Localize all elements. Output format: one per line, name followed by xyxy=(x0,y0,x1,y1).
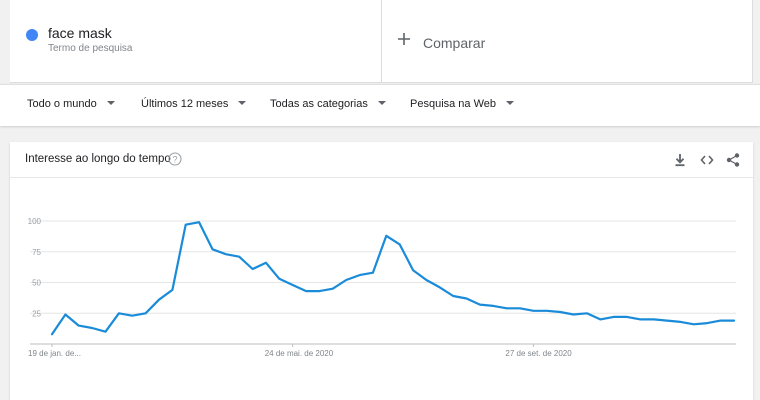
data-point xyxy=(344,278,348,282)
interest-line-chart: 25 50 75 100 19 de jan. de... 24 de mai. de 2… xyxy=(28,217,736,358)
term-name[interactable]: face mask xyxy=(48,25,112,41)
data-point xyxy=(692,322,696,326)
filter-search-type[interactable]: Pesquisa na Web xyxy=(410,98,515,110)
data-point xyxy=(237,255,241,259)
data-point xyxy=(465,296,469,300)
data-point xyxy=(679,320,683,324)
data-point xyxy=(224,252,228,256)
data-point xyxy=(478,303,482,307)
term-subtitle: Termo de pesquisa xyxy=(48,43,133,54)
data-point xyxy=(50,332,54,336)
data-point xyxy=(384,234,388,238)
filter-bar: Todo o mundo Últimos 12 meses Todas as c… xyxy=(0,84,760,126)
x-tick-label: 19 de jan. de... xyxy=(28,349,81,358)
filter-time[interactable]: Últimos 12 meses xyxy=(141,98,247,110)
interest-over-time-card: Interesse ao longo do tempo ? 25 50 75 100 1… xyxy=(10,142,753,400)
x-tick-label: 24 de mai. de 2020 xyxy=(265,349,334,358)
data-point xyxy=(732,319,736,323)
series-line xyxy=(50,221,736,336)
data-point xyxy=(652,317,656,321)
data-point xyxy=(157,298,161,302)
data-point xyxy=(264,261,268,265)
data-point xyxy=(719,319,723,323)
chevron-down-icon xyxy=(377,101,386,106)
chevron-down-icon xyxy=(506,101,515,106)
data-point xyxy=(625,315,629,319)
embed-icon[interactable] xyxy=(699,152,715,168)
card-header: Interesse ao longo do tempo ? xyxy=(10,142,753,178)
search-terms-bar: face mask Termo de pesquisa Comparar xyxy=(0,0,760,84)
data-point xyxy=(90,326,94,330)
data-point xyxy=(291,283,295,287)
data-point xyxy=(317,289,321,293)
filter-region-label: Todo o mundo xyxy=(27,98,97,110)
data-point xyxy=(358,273,362,277)
data-point xyxy=(598,317,602,321)
filter-category-label: Todas as categorias xyxy=(270,98,368,110)
data-point xyxy=(451,294,455,298)
plus-icon xyxy=(398,33,410,45)
filter-category[interactable]: Todas as categorias xyxy=(270,98,386,110)
data-point xyxy=(144,311,148,315)
data-point xyxy=(705,321,709,325)
help-icon[interactable]: ? xyxy=(168,152,182,166)
data-point xyxy=(398,242,402,246)
compare-label: Comparar xyxy=(423,35,486,51)
data-point xyxy=(438,285,442,289)
data-point xyxy=(518,306,522,310)
data-point xyxy=(572,312,576,316)
data-point xyxy=(103,330,107,334)
chevron-down-icon xyxy=(238,101,247,106)
data-point xyxy=(612,315,616,319)
filter-region[interactable]: Todo o mundo xyxy=(27,98,115,110)
x-tick-label: 27 de set. de 2020 xyxy=(505,349,572,358)
share-icon[interactable] xyxy=(725,152,741,168)
compare-button[interactable]: Comparar xyxy=(382,0,753,83)
data-point xyxy=(585,311,589,315)
filter-time-label: Últimos 12 meses xyxy=(141,98,229,110)
y-tick-label: 75 xyxy=(32,248,41,257)
data-point xyxy=(331,287,335,291)
download-icon[interactable] xyxy=(672,152,688,168)
data-point xyxy=(210,247,214,251)
y-tick-label: 50 xyxy=(32,279,41,288)
y-tick-label: 100 xyxy=(28,217,42,226)
data-point xyxy=(371,271,375,275)
data-point xyxy=(117,311,121,315)
data-point xyxy=(545,309,549,313)
data-point xyxy=(531,309,535,313)
y-tick-label: 25 xyxy=(32,309,41,318)
data-point xyxy=(411,268,415,272)
data-point xyxy=(170,288,174,292)
card-title: Interesse ao longo do tempo xyxy=(25,153,171,165)
data-point xyxy=(277,277,281,281)
data-point xyxy=(184,223,188,227)
svg-text:?: ? xyxy=(172,154,177,164)
data-point xyxy=(251,267,255,271)
data-point xyxy=(197,220,201,224)
data-point xyxy=(63,312,67,316)
filter-search-type-label: Pesquisa na Web xyxy=(410,98,497,110)
data-point xyxy=(491,304,495,308)
term-card[interactable]: face mask Termo de pesquisa xyxy=(10,0,382,83)
data-point xyxy=(304,289,308,293)
chevron-down-icon xyxy=(106,101,115,106)
data-point xyxy=(665,319,669,323)
data-point xyxy=(638,317,642,321)
data-point xyxy=(77,324,81,328)
data-point xyxy=(558,310,562,314)
term-color-dot xyxy=(26,29,38,41)
data-point xyxy=(424,278,428,282)
data-point xyxy=(505,306,509,310)
data-point xyxy=(130,314,134,318)
